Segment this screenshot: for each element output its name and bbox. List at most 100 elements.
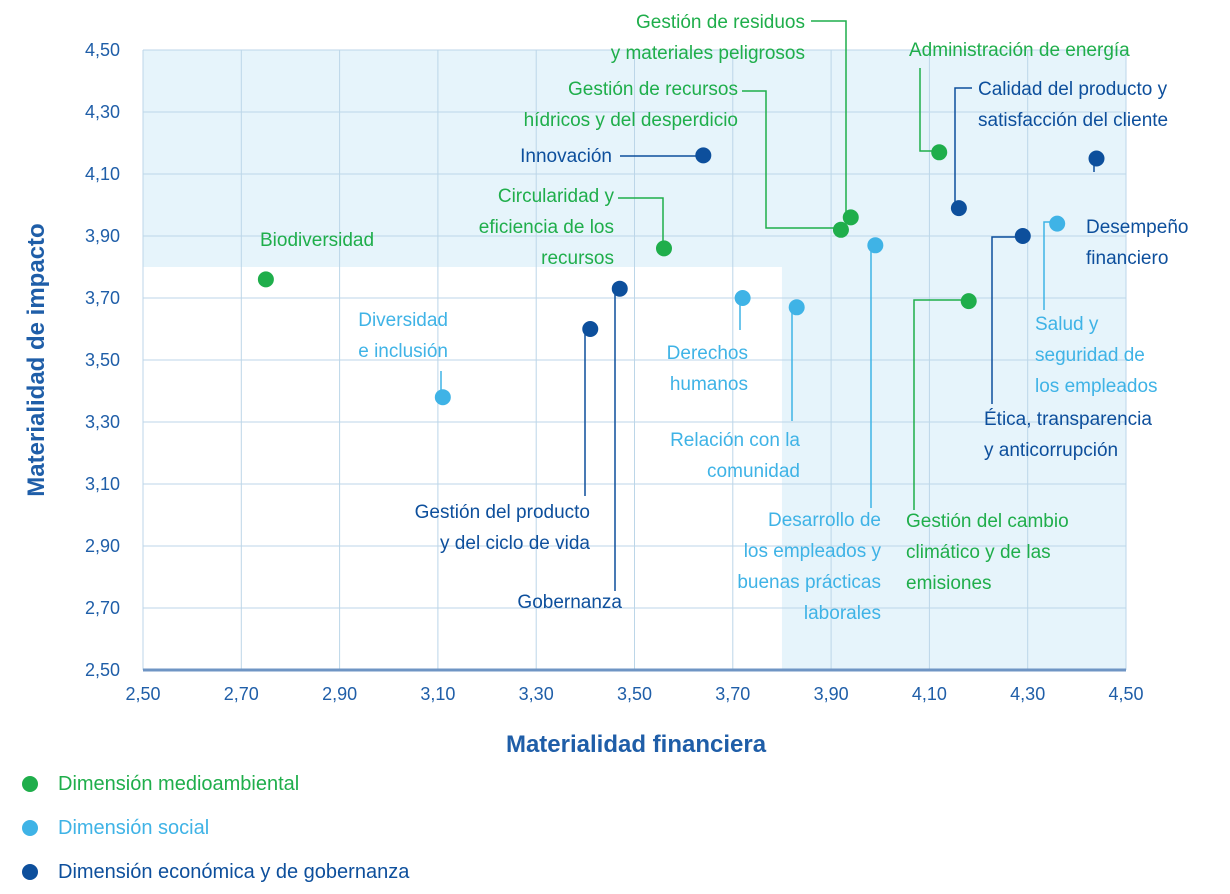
point-label-gobernanza: Gobernanza — [517, 592, 622, 613]
legend-marker-social — [22, 820, 38, 836]
point-label-innovacion: Innovación — [520, 146, 612, 167]
point-gestion-del-producto — [582, 321, 599, 337]
x-tick-label: 4,50 — [1108, 684, 1143, 704]
x-tick-label: 3,70 — [715, 684, 750, 704]
legend-item-governance: Dimensión económica y de gobernanza — [22, 850, 409, 894]
point-label-line: recursos — [541, 248, 614, 269]
y-tick-label: 4,10 — [85, 164, 120, 184]
point-label-line: Innovación — [520, 146, 612, 167]
x-tick-label: 3,10 — [420, 684, 455, 704]
leader-line-innovacion — [620, 155, 705, 157]
y-tick-label: 3,10 — [85, 474, 120, 494]
point-label-line: y materiales peligrosos — [611, 43, 805, 64]
legend-marker-environmental — [22, 776, 38, 792]
point-label-line: los empleados y — [744, 541, 882, 562]
point-label-desempeno: Desempeño financiero — [1086, 217, 1188, 269]
point-desarrollo-de — [867, 237, 884, 254]
point-label-administracion-de-energia: Administración de energía — [909, 40, 1130, 61]
data-points — [257, 144, 1105, 406]
point-label-salud-y: Salud y seguridad de los empleados — [1035, 314, 1158, 397]
y-tick-label: 4,30 — [85, 102, 120, 122]
x-tick-label: 3,90 — [814, 684, 849, 704]
point-label-line: Gestión del cambio — [906, 511, 1069, 532]
point-label-line: Gestión del producto — [415, 502, 590, 523]
y-tick-label: 3,70 — [85, 288, 120, 308]
point-label-etica-transparencia: Ética, transparencia y anticorrupción — [984, 409, 1152, 461]
point-label-line: laborales — [804, 603, 881, 624]
point-label-line: emisiones — [906, 573, 992, 594]
point-relacion-con-la — [788, 299, 805, 316]
legend-label-social: Dimensión social — [58, 816, 210, 839]
point-label-line: hídricos y del desperdicio — [524, 110, 738, 131]
point-label-line: humanos — [670, 374, 748, 395]
point-label-line: Derechos — [667, 343, 748, 364]
x-tick-label: 2,70 — [224, 684, 259, 704]
point-label-diversidad: Diversidad e inclusión — [358, 310, 448, 362]
point-gestion-del-cambio — [960, 293, 977, 310]
legend-item-social: Dimensión social — [22, 806, 409, 850]
legend-item-environmental: Dimensión medioambiental — [22, 762, 409, 806]
point-label-calidad-del-producto-y: Calidad del producto y satisfacción del c… — [978, 79, 1168, 131]
y-tick-label: 2,90 — [85, 536, 120, 556]
point-label-derechos: Derechos humanos — [667, 343, 748, 395]
point-biodiversidad — [257, 271, 274, 288]
point-label-line: Diversidad — [358, 310, 448, 331]
point-label-line: e inclusión — [358, 341, 448, 362]
point-label-line: seguridad de — [1035, 345, 1145, 366]
point-gestion-de-residuos — [842, 209, 859, 226]
point-label-desarrollo-de: Desarrollo de los empleados y buenas práct… — [737, 510, 881, 624]
y-tick-label: 2,70 — [85, 598, 120, 618]
point-label-line: Circularidad y — [498, 186, 615, 207]
legend-label-environmental: Dimensión medioambiental — [58, 772, 300, 795]
x-tick-label: 4,30 — [1010, 684, 1045, 704]
point-diversidad — [434, 389, 451, 406]
y-tick-label: 2,50 — [85, 660, 120, 680]
point-label-line: Salud y — [1035, 314, 1099, 335]
legend-marker-governance — [22, 864, 38, 880]
point-label-line: climático y de las — [906, 542, 1051, 563]
point-label-line: Ética, transparencia — [984, 409, 1152, 430]
point-label-biodiversidad: Biodiversidad — [260, 230, 374, 251]
point-etica-transparencia — [1014, 228, 1031, 244]
point-derechos — [734, 290, 751, 306]
point-label-line: eficiencia de los — [479, 217, 614, 238]
point-gobernanza — [611, 280, 628, 297]
point-label-gestion-del-producto: Gestión del producto y del ciclo de vida — [415, 502, 591, 554]
point-desempeno — [1088, 150, 1105, 167]
x-axis-title: Materialidad financiera — [506, 731, 767, 758]
point-label-line: Desarrollo de — [768, 510, 881, 531]
point-labels: Biodiversidad Circularidad y eficiencia de… — [260, 12, 1188, 624]
point-label-line: Relación con la — [670, 430, 800, 451]
point-label-line: Calidad del producto y — [978, 79, 1168, 100]
point-calidad-del-producto-y — [950, 200, 967, 217]
point-label-circularidad-y: Circularidad y eficiencia de los recursos — [479, 186, 615, 269]
point-innovacion — [695, 147, 712, 164]
point-salud-y — [1049, 215, 1066, 232]
point-label-line: financiero — [1086, 248, 1168, 269]
point-label-line: Gestión de residuos — [636, 12, 805, 33]
highlight-band-right — [781, 267, 1126, 670]
x-tick-label: 3,30 — [519, 684, 554, 704]
point-label-gestion-de-residuos: Gestión de residuos y materiales peligros… — [611, 12, 805, 64]
point-administracion-de-energia — [931, 144, 948, 161]
point-label-line: y anticorrupción — [984, 440, 1118, 461]
point-gestion-de-recursos — [832, 221, 849, 238]
x-tick-label: 3,50 — [617, 684, 652, 704]
axis-ticks: 2,50 2,70 2,90 3,10 3,30 3,50 3,70 3,90 4,10 4,30… — [85, 40, 1144, 704]
point-label-line: buenas prácticas — [737, 572, 881, 593]
leader-line-gestion-del-producto — [584, 328, 591, 496]
y-axis-title: Materialidad de impacto — [23, 223, 50, 496]
y-tick-label: 3,50 — [85, 350, 120, 370]
point-label-line: los empleados — [1035, 376, 1158, 397]
legend: Dimensión medioambiental Dimensión socia… — [22, 762, 409, 894]
point-label-line: Gobernanza — [517, 592, 622, 613]
point-label-line: comunidad — [707, 461, 800, 482]
point-label-line: Gestión de recursos — [568, 79, 738, 100]
point-label-line: Biodiversidad — [260, 230, 374, 251]
point-label-line: satisfacción del cliente — [978, 110, 1168, 131]
point-label-line: y del ciclo de vida — [440, 533, 590, 554]
point-label-gestion-del-cambio: Gestión del cambio climático y de las emis… — [906, 511, 1069, 594]
grid-lines — [142, 49, 1127, 672]
point-label-line: Administración de energía — [909, 40, 1130, 61]
point-label-relacion-con-la: Relación con la comunidad — [670, 430, 800, 482]
